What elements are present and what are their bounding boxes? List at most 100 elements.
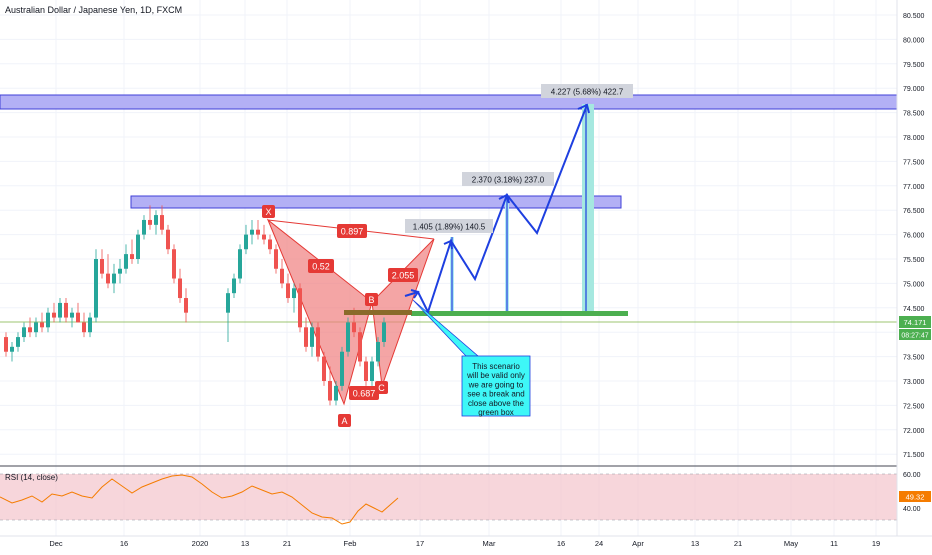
svg-text:08:27:47: 08:27:47 [901,333,928,340]
time-tick-label: 17 [416,539,424,548]
candle-body [250,229,254,235]
candle-body [148,219,152,225]
measurement-label-2: 2.370 (3.18%) 237.0 [462,172,554,186]
price-tick-label: 77.000 [903,184,925,191]
rsi-band [0,474,897,520]
candle-body [70,312,74,318]
candle-body [262,234,266,240]
time-tick-label: 13 [691,539,699,548]
svg-text:C: C [378,383,385,393]
candle-body [376,341,380,362]
time-tick-label: 21 [734,539,742,548]
ratio-label-xa: 0.52 [308,259,334,273]
price-tick-label: 75.500 [903,257,925,264]
price-tick-label: 71.500 [903,452,925,459]
candle-body [172,249,176,279]
svg-text:1.405 (1.89%) 140.5: 1.405 (1.89%) 140.5 [413,223,486,232]
price-tick-label: 79.500 [903,62,925,69]
candle-body [244,234,248,250]
candle-body [292,288,296,299]
time-tick-label: 11 [830,539,838,548]
candle-body [310,327,314,347]
ratio-label-xb: 0.897 [337,224,367,238]
time-tick-label: 24 [595,539,603,548]
time-tick-label: Apr [632,539,644,548]
candle-body [316,327,320,357]
rsi-tick-label: 40.00 [903,506,921,513]
candle-body [370,361,374,381]
point-b-label: B [365,293,378,306]
svg-text:0.52: 0.52 [312,262,330,272]
price-tick-label: 73.000 [903,379,925,386]
candle-body [22,327,26,338]
svg-text:4.227 (5.68%) 422.7: 4.227 (5.68%) 422.7 [551,88,624,97]
candle-body [130,254,134,259]
svg-text:2.370 (3.18%) 237.0: 2.370 (3.18%) 237.0 [472,176,545,185]
candle-body [286,283,290,299]
candle-body [304,327,308,347]
candle-body [184,298,188,313]
candle-body [346,322,350,352]
price-tick-label: 76.500 [903,208,925,215]
breakout-green-box[interactable] [411,311,628,316]
candle-body [238,249,242,279]
current-price-tag: 74.171 08:27:47 [899,316,931,340]
svg-text:A: A [341,416,347,426]
candle-body [16,337,20,347]
lower-resistance-zone[interactable] [130,195,622,209]
rsi-current-tag: 49.32 [899,491,931,502]
candle-body [322,356,326,381]
time-tick-label: 16 [120,539,128,548]
rsi-axis[interactable]: 60.00 40.00 [903,472,921,513]
price-tick-label: 73.500 [903,355,925,362]
time-axis[interactable]: Dec 16 2020 13 21 Feb 17 Mar 16 24 Apr 13 21 May 11 19 [49,539,880,548]
time-tick-label: Feb [344,539,357,548]
candle-body [112,273,116,284]
svg-text:B: B [368,295,374,305]
breakout-box-dark[interactable] [344,310,412,315]
candle-body [274,249,278,269]
candle-body [94,259,98,318]
candle-body [88,317,92,333]
candle-body [328,381,332,401]
candle-body [118,268,122,274]
point-a-label: A [338,414,351,427]
scenario-note-callout[interactable]: This scenario will be valid only we are go… [412,299,531,417]
candle-body [76,312,80,323]
candle-body [340,351,344,386]
measure-box-3[interactable] [582,104,594,311]
candle-body [232,278,236,294]
ratio-label-bd: 2.055 [388,268,418,282]
svg-text:X: X [265,207,271,217]
candle-body [142,219,146,235]
candle-body [256,229,260,235]
time-tick-label: May [784,539,798,548]
candle-body [58,302,62,318]
candle-body [106,273,110,284]
measurement-label-3: 4.227 (5.68%) 422.7 [541,84,633,98]
rsi-tick-label: 60.00 [903,472,921,479]
candle-body [82,322,86,333]
price-tick-label: 77.500 [903,159,925,166]
candle-body [64,302,68,318]
candle-body [124,254,128,269]
measurement-label-1: 1.405 (1.89%) 140.5 [405,219,493,233]
candle-body [382,322,386,342]
ratio-label-ac: 0.687 [349,386,379,400]
point-c-label: C [375,381,388,394]
price-tick-label: 74.500 [903,306,925,313]
price-tick-label: 79.000 [903,86,925,93]
price-tick-label: 78.000 [903,135,925,142]
price-tick-label: 72.000 [903,428,925,435]
projection-path[interactable] [404,103,590,315]
upper-resistance-zone[interactable] [0,94,898,110]
price-tick-label: 72.500 [903,403,925,410]
time-tick-label: Dec [49,539,63,548]
price-tick-label: 80.500 [903,13,925,20]
symbol-title: Australian Dollar / Japanese Yen, 1D, FX… [5,5,182,15]
candle-body [34,322,38,333]
time-tick-label: 13 [241,539,249,548]
candle-body [52,312,56,318]
